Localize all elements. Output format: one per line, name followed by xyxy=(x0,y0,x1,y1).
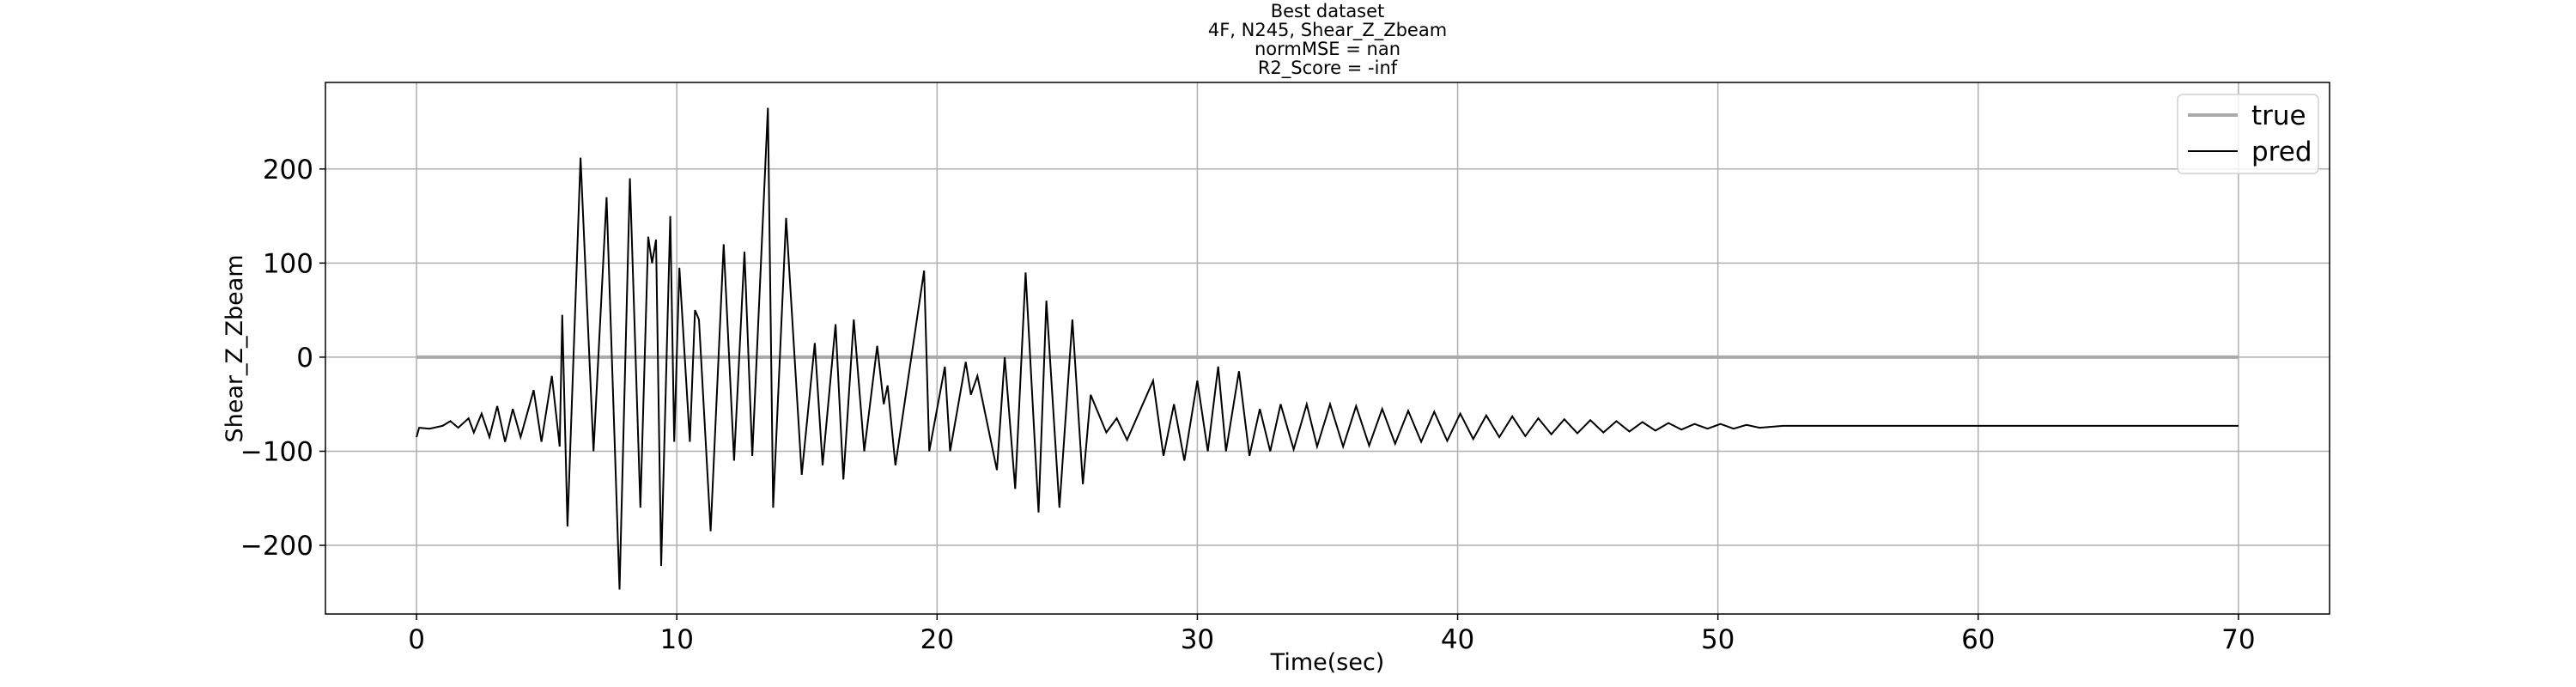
y-tick-label: −200 xyxy=(240,531,313,562)
x-tick-label: 40 xyxy=(1441,624,1474,655)
x-tick-label: 60 xyxy=(1961,624,1995,655)
chart-title: Best dataset xyxy=(1271,1,1385,21)
legend-label: pred xyxy=(2251,137,2312,167)
x-axis-label: Time(sec) xyxy=(1270,649,1385,676)
legend-label: true xyxy=(2251,100,2306,131)
y-tick-label: 200 xyxy=(263,155,313,185)
line-1 xyxy=(416,107,2239,590)
y-tick-label: 100 xyxy=(263,248,313,279)
x-tick-label: 0 xyxy=(408,624,425,655)
x-tick-label: 70 xyxy=(2221,624,2255,655)
chart-title: R2_Score = -inf xyxy=(1258,58,1398,79)
y-tick-label: −100 xyxy=(240,436,313,467)
chart-title: normMSE = nan xyxy=(1255,39,1400,59)
x-tick-label: 30 xyxy=(1181,624,1214,655)
x-tick-label: 50 xyxy=(1701,624,1735,655)
x-tick-label: 10 xyxy=(659,624,693,655)
x-tick-label: 20 xyxy=(920,624,954,655)
y-axis-label: Shear_Z_Zbeam xyxy=(222,254,248,442)
plot-frame xyxy=(325,82,2330,615)
y-tick-label: 0 xyxy=(296,343,313,374)
chart-title: 4F, N245, Shear_Z_Zbeam xyxy=(1208,20,1447,41)
